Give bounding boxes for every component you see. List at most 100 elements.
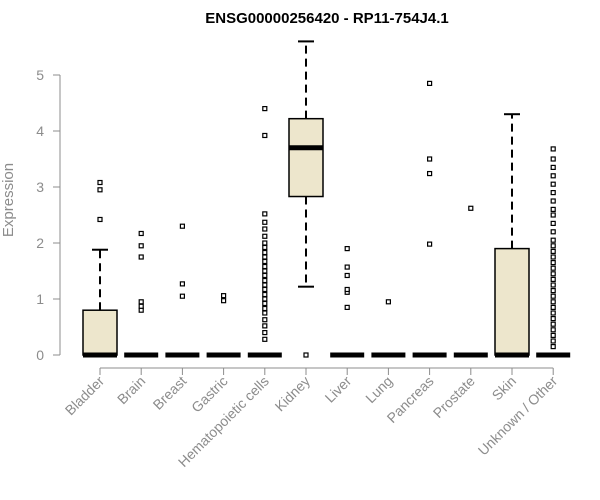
box-brain — [124, 230, 159, 358]
outlier-point — [550, 344, 556, 350]
outlier-point — [550, 146, 556, 152]
outlier-point — [550, 282, 556, 288]
outlier-point — [262, 249, 268, 256]
outlier-point — [550, 332, 556, 338]
outlier-point — [262, 105, 268, 112]
outlier-point — [262, 132, 268, 139]
outlier-point — [138, 230, 144, 237]
x-tick-label: Lung — [362, 373, 395, 406]
outlier-point — [550, 198, 556, 204]
box-kidney — [288, 40, 324, 358]
box-liver — [330, 246, 365, 358]
outlier-point — [262, 291, 268, 298]
y-axis: 0 1 2 3 4 5 — [36, 67, 61, 363]
outlier-point — [344, 286, 350, 293]
outlier-point — [550, 327, 556, 333]
outlier-point — [550, 310, 556, 316]
outlier-point — [550, 248, 556, 254]
outlier-point — [303, 352, 309, 358]
outlier-point — [550, 321, 556, 327]
outlier-point — [262, 240, 268, 246]
box-prostate — [453, 205, 488, 358]
outlier-point — [550, 304, 556, 310]
outlier-point — [138, 243, 144, 249]
outlier-point — [550, 293, 556, 299]
outlier-point — [550, 229, 556, 235]
outlier-point — [179, 223, 185, 229]
box-lung — [371, 299, 406, 358]
outlier-point — [550, 156, 556, 162]
y-tick-label: 5 — [36, 67, 44, 83]
box-skin — [494, 113, 530, 358]
box-unknown-other — [536, 146, 571, 358]
outlier-point — [550, 243, 556, 249]
outlier-point — [262, 277, 268, 284]
outlier-point — [262, 305, 268, 312]
outlier-point — [550, 265, 556, 271]
outlier-point — [550, 190, 556, 196]
outlier-point — [262, 330, 268, 336]
outlier-point — [550, 316, 556, 322]
y-tick-label: 1 — [36, 291, 44, 307]
box-pancreas — [412, 80, 447, 358]
outlier-point — [550, 212, 556, 218]
outlier-point — [262, 323, 268, 329]
outlier-point — [262, 258, 268, 265]
x-tick-label: Breast — [150, 373, 190, 413]
outlier-point — [262, 211, 268, 217]
outlier-point — [262, 286, 268, 293]
outlier-point — [138, 303, 144, 309]
outlier-point — [550, 181, 556, 187]
outlier-point — [550, 260, 556, 266]
outlier-point — [550, 276, 556, 282]
outlier-point — [97, 187, 103, 193]
outlier-point — [550, 271, 556, 277]
outlier-point — [262, 226, 268, 232]
y-tick-label: 4 — [36, 123, 44, 139]
box-gastric — [206, 293, 241, 358]
outlier-point — [550, 173, 556, 179]
outlier-point — [344, 272, 350, 279]
outlier-point — [262, 310, 268, 316]
box-breast — [165, 223, 200, 358]
outlier-point — [427, 156, 433, 162]
box-hematopoietic-cells — [247, 105, 282, 358]
outlier-point — [427, 241, 433, 247]
x-tick-label: Brain — [114, 373, 148, 407]
outlier-point — [262, 296, 268, 302]
outlier-point — [221, 298, 227, 304]
outlier-point — [550, 220, 556, 226]
outlier-point — [221, 293, 227, 299]
outlier-point — [427, 170, 433, 177]
outlier-point — [262, 300, 268, 307]
outlier-point — [179, 293, 185, 299]
outlier-point — [344, 246, 350, 252]
outlier-point — [262, 219, 268, 225]
boxes-group — [82, 40, 571, 358]
outlier-point — [427, 80, 433, 87]
chart-title: ENSG00000256420 - RP11-754J4.1 — [205, 10, 449, 27]
y-tick-label: 0 — [36, 347, 44, 363]
y-tick-label: 2 — [36, 235, 44, 251]
outlier-point — [262, 254, 268, 260]
outlier-point — [262, 263, 268, 270]
x-tick-label: Bladder — [62, 373, 108, 419]
outlier-point — [262, 233, 268, 239]
outlier-point — [550, 338, 556, 344]
x-tick-label: Prostate — [430, 373, 478, 421]
outlier-point — [550, 237, 556, 243]
x-tick-label: Kidney — [272, 373, 314, 415]
outlier-point — [97, 179, 103, 186]
y-tick-label: 3 — [36, 179, 44, 195]
box-bladder — [82, 179, 118, 358]
outlier-point — [344, 304, 350, 310]
outlier-point — [550, 299, 556, 305]
box-body — [82, 309, 118, 356]
outlier-point — [262, 272, 268, 279]
outlier-point — [468, 205, 474, 211]
box-body — [494, 247, 530, 356]
x-tick-label: Liver — [322, 373, 355, 406]
outlier-point — [262, 268, 268, 274]
box-body — [288, 117, 324, 198]
